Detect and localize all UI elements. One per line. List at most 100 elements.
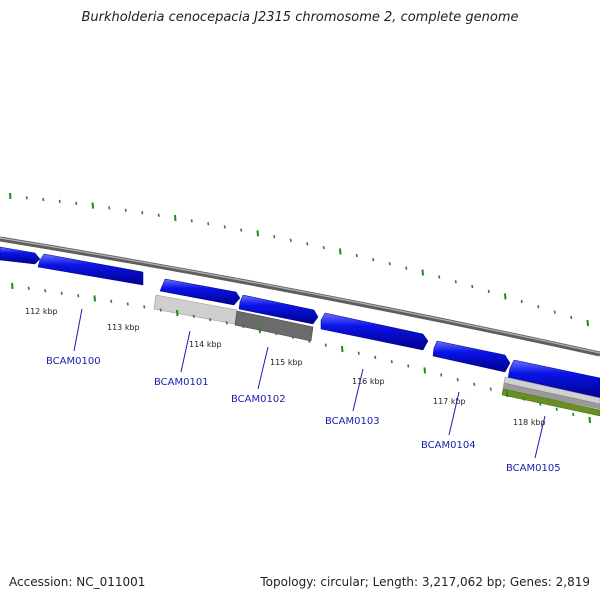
leader-line	[73, 308, 83, 352]
feature-band-olive[interactable]	[501, 388, 600, 417]
outer-tick	[256, 230, 259, 237]
outer-tick	[438, 275, 441, 279]
outer-tick	[553, 310, 556, 314]
inner-tick	[357, 351, 360, 355]
inner-tick	[275, 331, 278, 336]
outer-tick	[388, 262, 391, 266]
outer-tick	[537, 305, 540, 309]
inner-tick	[242, 324, 245, 329]
inner-tick	[209, 317, 212, 322]
locus-labels: BCAM0100 BCAM0101 BCAM0102 BCAM0103 BCAM…	[46, 356, 561, 474]
inner-tick	[423, 367, 426, 374]
outer-tick	[355, 253, 358, 258]
inner-tick	[308, 339, 311, 343]
leader-line	[448, 391, 460, 436]
locus-label-bcam0101[interactable]: BCAM0101	[154, 377, 209, 388]
locus-leaders	[73, 308, 546, 459]
inner-tick	[407, 364, 410, 368]
outer-tick	[289, 238, 292, 242]
outer-tick	[454, 280, 457, 284]
inner-tick	[258, 326, 261, 334]
outer-tick	[124, 208, 127, 212]
outer-tick	[504, 293, 507, 300]
inner-tick	[456, 377, 459, 382]
inner-tick	[374, 355, 377, 360]
kbp-label: 113 kbp	[107, 323, 140, 332]
inner-tick	[143, 305, 146, 309]
outer-tick	[108, 206, 111, 210]
kbp-label: 117 kbp	[433, 397, 466, 406]
outer-tick	[75, 201, 78, 206]
outer-tick	[322, 245, 325, 250]
kbp-label: 114 kbp	[189, 340, 222, 349]
outer-tick	[190, 219, 193, 223]
locus-label-bcam0102[interactable]: BCAM0102	[231, 394, 286, 405]
gene-arrow[interactable]	[159, 278, 241, 306]
inner-tick-row	[11, 282, 591, 423]
inner-tick	[27, 286, 30, 290]
inner-tick	[341, 346, 344, 353]
inner-tick	[324, 343, 327, 347]
outer-tick	[240, 228, 243, 232]
outer-tick	[58, 199, 61, 204]
feature-band-mid[interactable]	[502, 382, 600, 410]
inner-tick	[572, 412, 575, 417]
inner-tick	[11, 282, 14, 290]
inner-tick	[77, 294, 80, 298]
locus-label-bcam0105[interactable]: BCAM0105	[506, 463, 561, 474]
inner-tick	[522, 397, 525, 401]
kbp-label: 112 kbp	[25, 307, 58, 316]
inner-tick	[110, 299, 113, 303]
inner-tick	[159, 308, 162, 312]
gene-arrow[interactable]	[432, 340, 511, 373]
outer-tick	[174, 214, 177, 222]
locus-label-bcam0104[interactable]: BCAM0104	[421, 440, 476, 451]
outer-tick	[25, 196, 28, 200]
outer-tick	[471, 284, 474, 289]
gene-arrow[interactable]	[0, 246, 41, 265]
outer-tick	[207, 222, 210, 226]
genome-summary-text: Topology: circular; Length: 3,217,062 bp…	[260, 575, 590, 589]
gene-arrow[interactable]	[238, 294, 319, 325]
inner-tick	[291, 335, 294, 339]
kbp-label: 116 kbp	[352, 377, 385, 386]
inner-tick	[93, 295, 96, 302]
kbp-ruler-labels: 112 kbp 113 kbp 114 kbp 115 kbp 116 kbp …	[25, 307, 546, 427]
inner-tick	[176, 310, 179, 317]
feature-bands	[153, 294, 600, 417]
leader-line	[534, 415, 546, 459]
inner-tick	[60, 291, 63, 295]
inner-tick	[506, 390, 509, 398]
inner-tick	[555, 407, 558, 411]
locus-label-bcam0100[interactable]: BCAM0100	[46, 356, 101, 367]
inner-tick	[126, 302, 129, 306]
outer-tick	[520, 299, 523, 304]
outer-tick	[141, 211, 144, 215]
outer-tick	[9, 192, 12, 200]
leader-line	[352, 368, 364, 412]
locus-label-bcam0103[interactable]: BCAM0103	[325, 416, 380, 427]
leader-line	[257, 346, 269, 390]
outer-tick	[421, 269, 424, 276]
inner-tick	[192, 314, 195, 318]
leader-line	[180, 330, 191, 373]
outer-tick	[372, 257, 375, 262]
accession-text: Accession: NC_011001	[9, 575, 146, 589]
outer-tick-row	[9, 192, 589, 327]
outer-tick	[157, 213, 160, 217]
outer-tick	[42, 197, 45, 202]
outer-tick	[570, 315, 573, 320]
outer-tick	[273, 235, 276, 239]
feature-band-light[interactable]	[503, 376, 600, 405]
outer-tick	[223, 225, 226, 229]
feature-band-dark[interactable]	[234, 310, 314, 342]
forward-genes	[0, 246, 600, 399]
gene-arrow[interactable]	[320, 312, 429, 351]
inner-tick	[588, 416, 591, 423]
inner-tick	[390, 359, 393, 364]
gene-arrow[interactable]	[37, 253, 144, 286]
inner-tick	[44, 289, 47, 293]
inner-tick	[539, 402, 542, 406]
outer-tick	[487, 289, 490, 294]
